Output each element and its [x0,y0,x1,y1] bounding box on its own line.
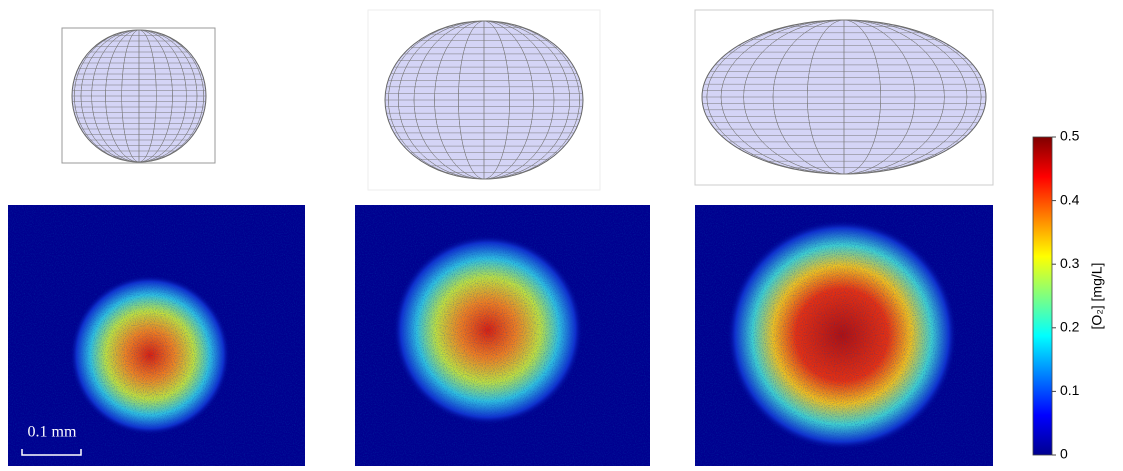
colorbar-tick-label: 0.3 [1060,255,1080,271]
colorbar-tick-label: 0.5 [1060,128,1080,144]
scale-bar-label: 0.1 mm [28,424,77,441]
colorbar-tick-label: 0 [1060,446,1068,462]
shapes [61,9,994,191]
colorbar-tick-label: 0.1 [1060,382,1080,398]
colorbar-tick-label: 0.4 [1060,191,1080,207]
heatmap-noise [8,205,305,466]
panel-frame [61,27,216,164]
colorbar-axis: 0 0.1 0.2 0.3 0.4 0.5 [1052,128,1080,462]
heatmap-noise [355,205,650,466]
colorbar-tick-label: 0.2 [1060,319,1080,335]
heatmap-noise [695,205,993,466]
scale-bar-line [21,449,82,456]
panel-frame [694,9,994,186]
heatmaps [8,205,993,466]
colorbar-label: [O₂] [mg/L] [1089,263,1105,330]
scale-bar: 0.1 mm [21,424,82,456]
colorbar [1032,136,1053,456]
panel-frame [367,9,601,191]
